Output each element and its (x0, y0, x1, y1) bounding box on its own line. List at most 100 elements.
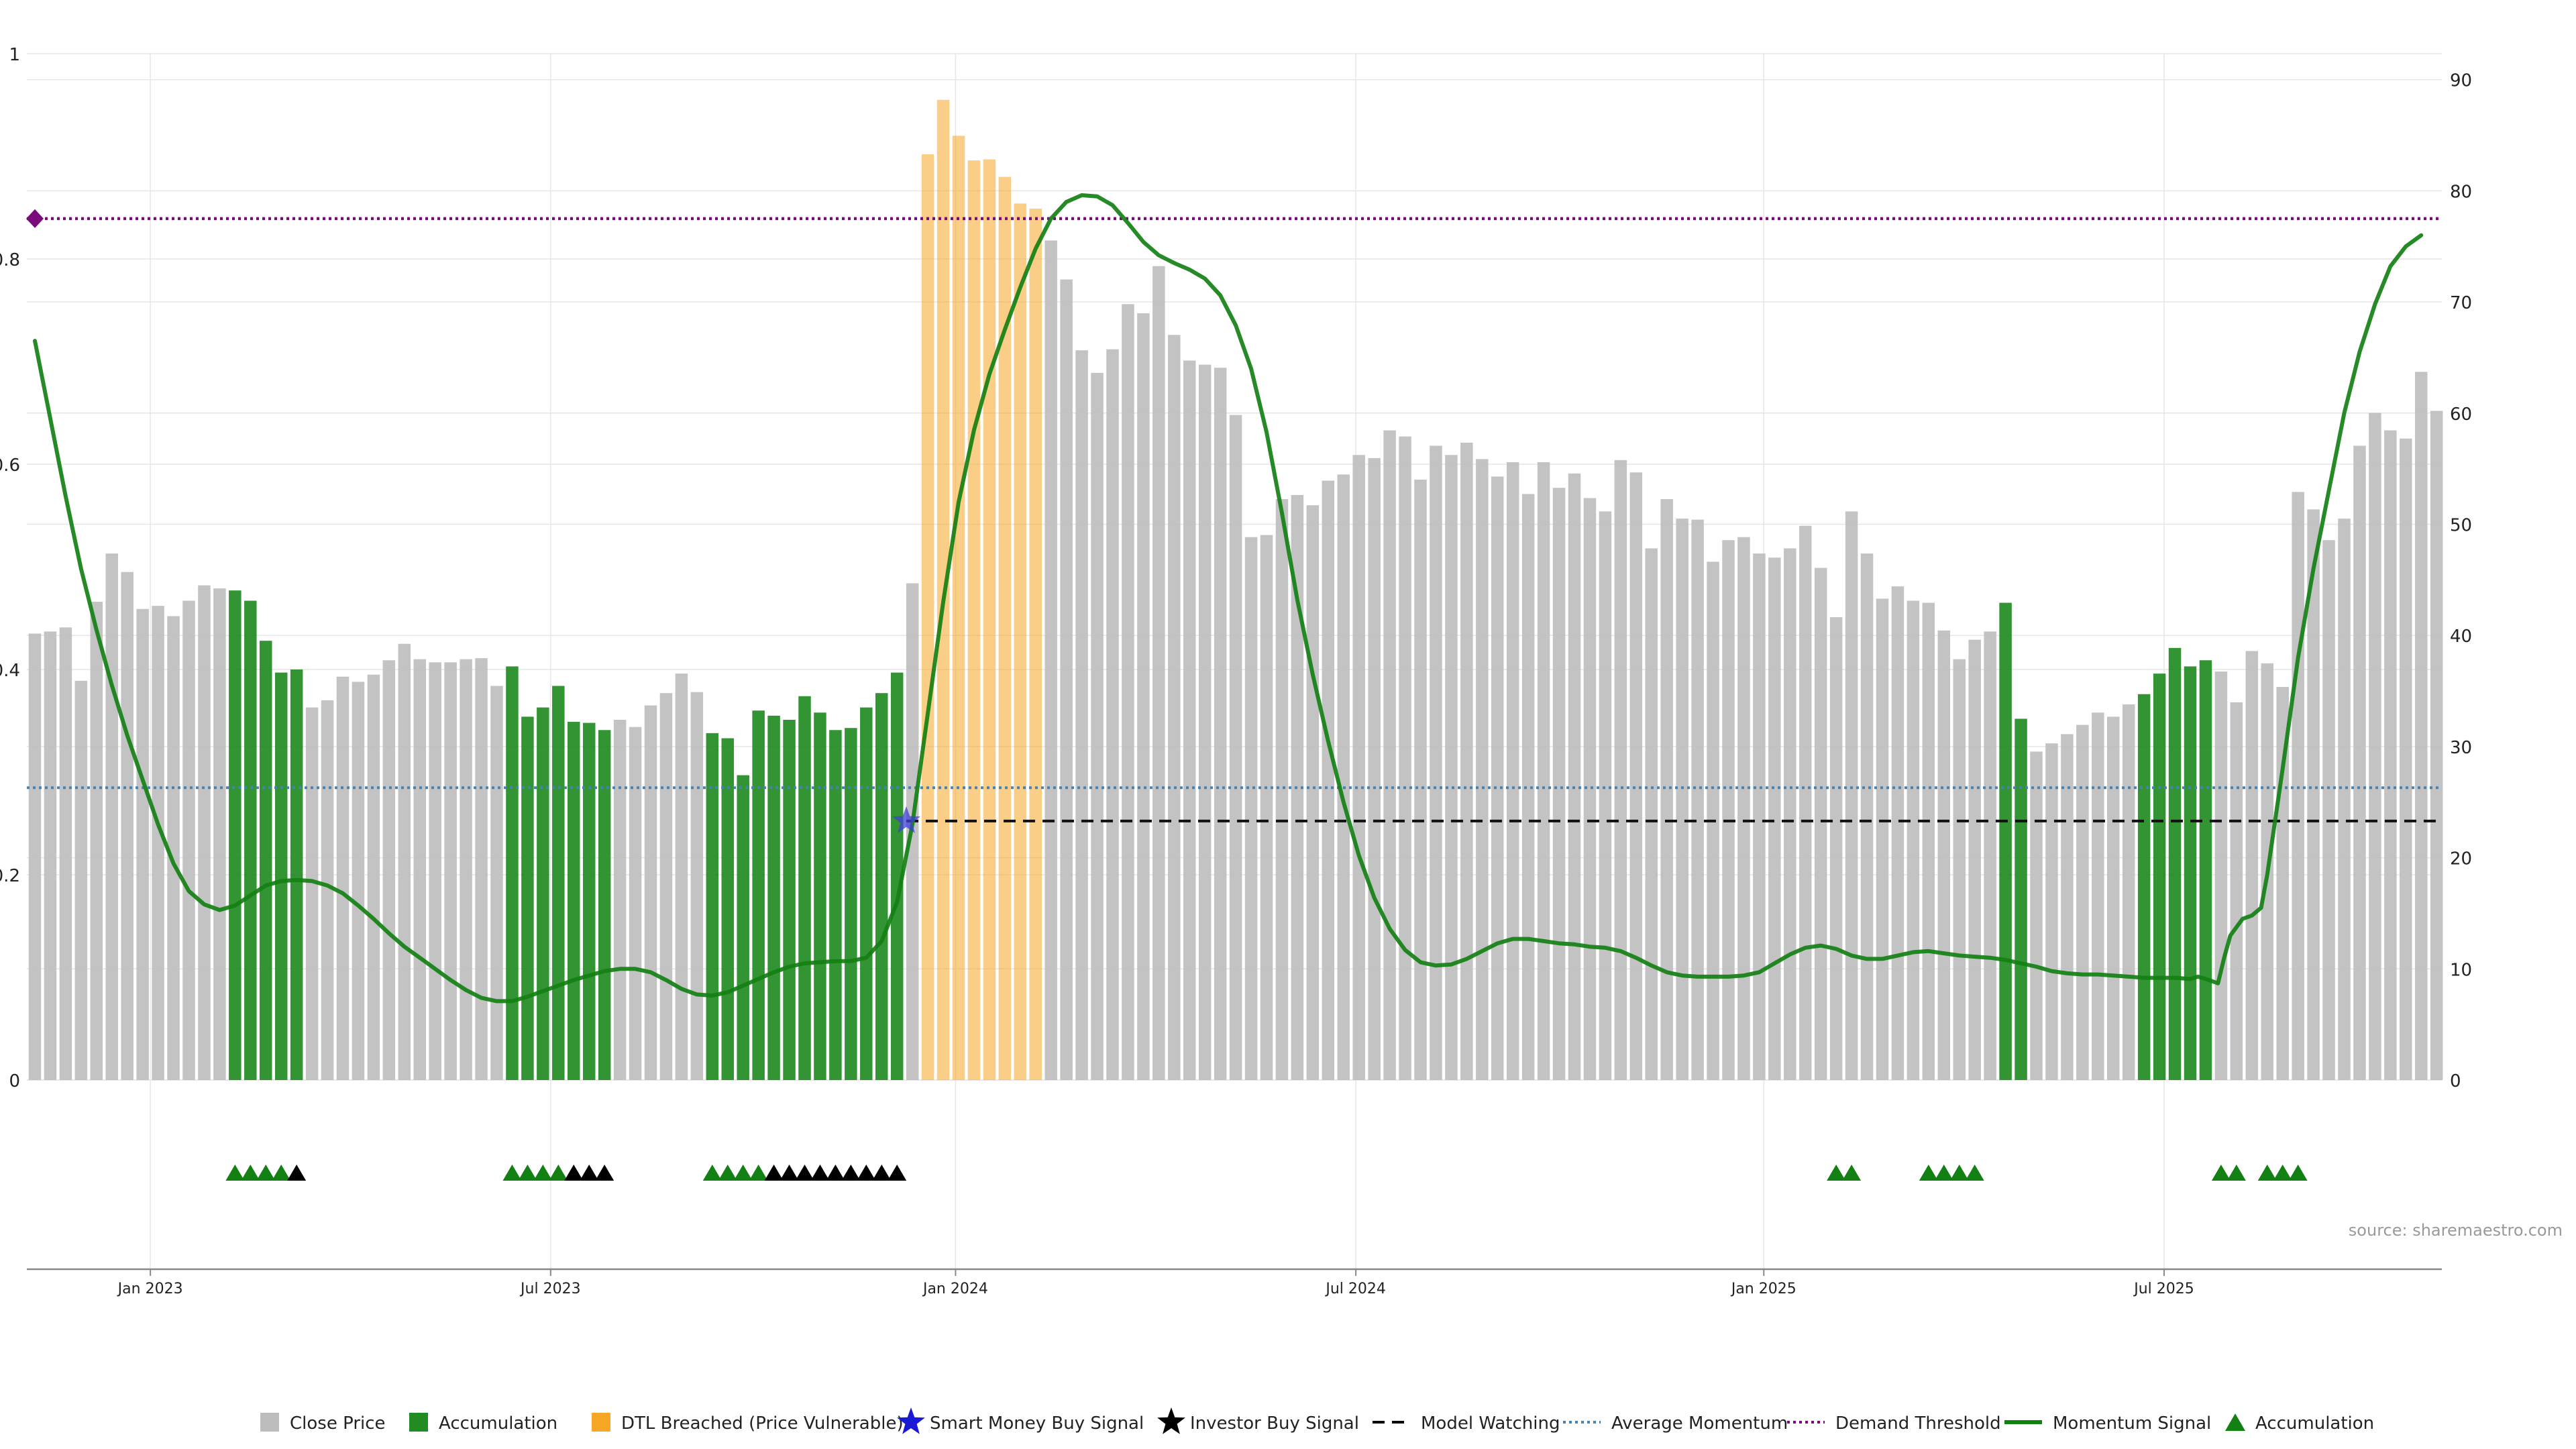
close-price-bar (1552, 488, 1566, 1080)
close-price-bar (2230, 702, 2243, 1080)
accumulation-signal-triangle (1919, 1165, 1938, 1181)
legend-item-accumulation-signal: Accumulation (2225, 1413, 2374, 1434)
investor-buy-triangle (826, 1165, 845, 1181)
legend-item-close-price: Close Price (260, 1413, 386, 1434)
investor-buy-triangle (564, 1165, 584, 1181)
investor-buy-triangle (841, 1165, 861, 1181)
close-price-bar (2045, 743, 2058, 1080)
close-price-bar (1260, 535, 1273, 1080)
accumulation-signal-triangle (2288, 1165, 2308, 1181)
close-price-bar (1460, 442, 1473, 1080)
close-price-bar (1660, 499, 1673, 1080)
right-tick-label: 80 (2450, 182, 2472, 202)
close-price-bar (2415, 372, 2428, 1080)
close-price-bar (1737, 537, 1750, 1080)
right-tick-label: 0 (2450, 1071, 2461, 1091)
close-price-bar (1907, 600, 1920, 1080)
accumulation-bar (598, 730, 611, 1080)
accumulation-signal-triangle (749, 1165, 768, 1181)
close-price-bar (198, 585, 211, 1080)
left-tick-label: 1 (9, 45, 20, 65)
close-price-bar (2122, 704, 2135, 1080)
close-price-bar (74, 680, 88, 1080)
accumulation-bar (2015, 718, 2027, 1080)
close-price-bar (444, 662, 457, 1080)
legend-item-accumulation-bar: Accumulation (409, 1413, 557, 1434)
close-price-bar (1860, 553, 1874, 1080)
investor-buy-triangle (795, 1165, 814, 1181)
accumulation-bar (737, 775, 749, 1080)
close-price-bar (305, 707, 319, 1080)
dtl-breached-bar (983, 159, 996, 1081)
x-tick-label: Jul 2025 (2133, 1281, 2194, 1297)
close-price-bar (2400, 438, 2412, 1080)
investor-buy-triangle (888, 1165, 907, 1181)
close-price-bar (490, 686, 503, 1080)
accumulation-signal-triangle (718, 1165, 737, 1181)
close-price-bar (2353, 445, 2366, 1080)
close-price-bar (2030, 751, 2043, 1080)
investor-buy-triangle (287, 1165, 307, 1181)
close-price-bar (1383, 430, 1396, 1080)
investor-buy-triangle (872, 1165, 892, 1181)
accumulation-bar (274, 672, 288, 1080)
close-price-bar (1722, 540, 1735, 1080)
close-price-bar (59, 627, 72, 1080)
legend-label: Accumulation (439, 1413, 557, 1434)
close-price-bar (2307, 509, 2320, 1080)
close-price-bar (2338, 519, 2351, 1080)
investor-buy-triangle (764, 1165, 784, 1181)
close-price-bar (1521, 494, 1535, 1080)
close-price-bar (1430, 445, 1442, 1080)
close-price-bar (398, 643, 411, 1080)
close-price-bar (1491, 476, 1504, 1080)
accumulation-signal-triangle (2273, 1165, 2292, 1181)
legend-swatch-star (1157, 1407, 1185, 1434)
close-price-bar (1244, 537, 1258, 1080)
accumulation-signal-triangle (533, 1165, 553, 1181)
signal-markers (26, 209, 920, 833)
source-label: source: sharemaestro.com (2349, 1221, 2563, 1240)
close-price-bar (1275, 499, 1289, 1080)
close-price-bar (105, 553, 118, 1080)
legend-swatch-triangle (2225, 1413, 2245, 1431)
legend-label: Average Momentum (1611, 1413, 1788, 1434)
close-price-bar (1829, 616, 1843, 1080)
demand-threshold-diamond (26, 209, 44, 228)
accumulation-bar (260, 641, 272, 1080)
investor-buy-triangle (857, 1165, 876, 1181)
close-price-bar (1599, 511, 1612, 1080)
accumulation-bar (706, 733, 719, 1080)
close-price-bar (2076, 724, 2089, 1080)
close-price-bar (1152, 266, 1165, 1081)
close-price-bar (690, 692, 704, 1080)
close-price-bar (1198, 364, 1212, 1080)
close-price-bar (136, 608, 149, 1080)
left-tick-label: 0.2 (0, 866, 20, 886)
close-price-bar (613, 719, 627, 1080)
close-price-bar (1075, 350, 1088, 1081)
dtl-breached-bar (921, 154, 934, 1081)
close-price-bar (1645, 548, 1658, 1080)
close-price-bar (2092, 712, 2104, 1080)
momentum-signal-layer (33, 193, 2424, 1004)
legend-item-average-momentum: Average Momentum (1563, 1413, 1788, 1434)
close-price-bar (1537, 462, 1550, 1080)
legend-label: Investor Buy Signal (1190, 1413, 1359, 1434)
accumulation-signal-triangle (702, 1165, 722, 1181)
left-tick-label: 0 (9, 1071, 20, 1091)
legend-swatch-square (592, 1413, 610, 1432)
close-price-bar (1306, 505, 1320, 1080)
close-price-bar (1060, 279, 1073, 1081)
accumulation-signal-triangle (733, 1165, 753, 1181)
dtl-breached-bar (967, 160, 981, 1080)
accumulation-signal-triangle (1965, 1165, 1984, 1181)
accumulation-bar (767, 715, 780, 1080)
left-tick-label: 0.4 (0, 661, 20, 681)
close-price-bar (213, 588, 226, 1080)
accumulation-signal-triangle (2257, 1165, 2277, 1181)
close-price-bar (1814, 568, 1827, 1080)
close-price-bar (1583, 498, 1597, 1080)
x-tick-label: Jan 2024 (922, 1281, 988, 1297)
legend-label: Smart Money Buy Signal (930, 1413, 1144, 1434)
